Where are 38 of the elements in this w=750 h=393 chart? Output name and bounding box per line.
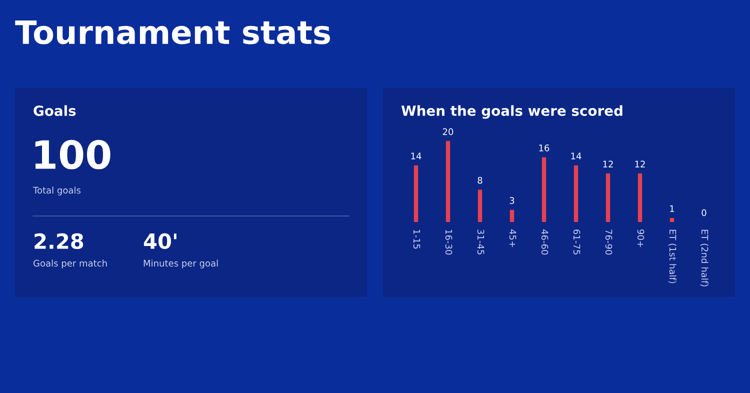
text: Minutes per goal bbox=[144, 260, 218, 268]
x-tick-label: 45+ bbox=[509, 229, 516, 248]
bar bbox=[414, 165, 418, 222]
data-label: 3 bbox=[510, 197, 514, 204]
text: Goals bbox=[34, 105, 76, 116]
text: 2.28 bbox=[34, 233, 84, 250]
x-tick-label: 46-60 bbox=[541, 229, 548, 255]
x-tick-label: 61-75 bbox=[573, 230, 580, 254]
bar bbox=[574, 165, 578, 222]
text: Total goals bbox=[32, 186, 81, 196]
bar bbox=[606, 173, 610, 222]
x-tick-label: ET (1st half) bbox=[668, 230, 676, 284]
data-label: 12 bbox=[603, 160, 613, 168]
chart-title: When the goals were scored bbox=[401, 105, 622, 119]
data-label: 1 bbox=[670, 205, 674, 212]
bar bbox=[510, 210, 514, 222]
data-label: 0 bbox=[702, 209, 706, 216]
bar bbox=[638, 173, 642, 222]
text: Goals per match bbox=[34, 260, 107, 268]
bar bbox=[542, 157, 546, 222]
bar bbox=[446, 141, 450, 222]
data-label: 16 bbox=[539, 144, 550, 152]
data-label: 8 bbox=[478, 176, 482, 184]
text: 40' bbox=[144, 233, 176, 250]
x-tick-label: 76-90 bbox=[605, 230, 612, 255]
x-tick-label: 16-30 bbox=[445, 230, 452, 255]
data-label: 20 bbox=[442, 128, 454, 136]
text: 100 bbox=[35, 140, 110, 170]
data-label: 14 bbox=[411, 152, 422, 160]
x-tick-label: 90+ bbox=[637, 230, 644, 248]
bar bbox=[670, 218, 674, 222]
text: Tournament stats bbox=[15, 20, 330, 44]
x-tick-label: 1-15 bbox=[413, 230, 420, 249]
bar bbox=[478, 190, 482, 222]
data-label: 14 bbox=[571, 152, 582, 160]
x-tick-label: ET (2nd half) bbox=[700, 230, 708, 286]
data-label: 12 bbox=[635, 160, 645, 168]
x-tick-label: 31-45 bbox=[477, 230, 484, 254]
